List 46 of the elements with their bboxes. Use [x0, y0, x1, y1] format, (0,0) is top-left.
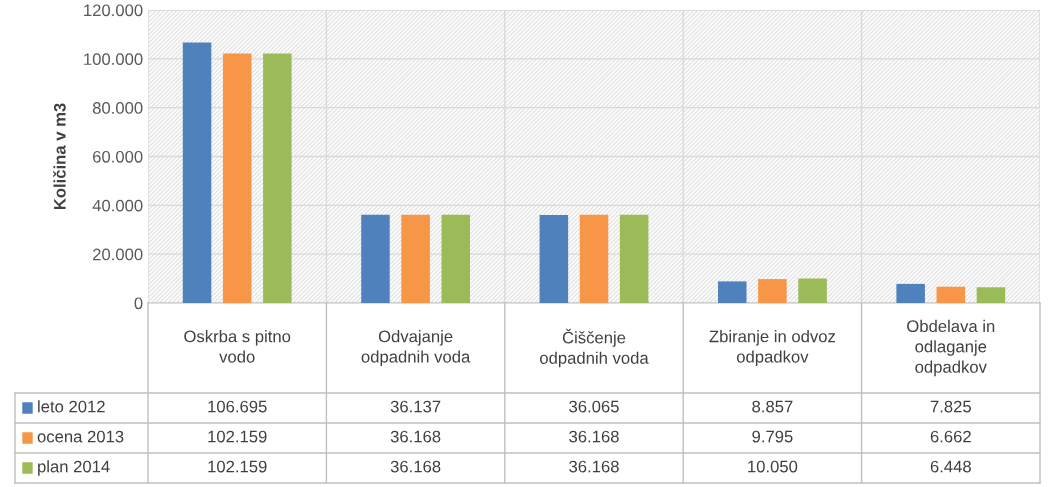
- bar: [896, 283, 925, 303]
- y-tick-label: 60.000: [93, 150, 143, 163]
- data-label: 9.795: [752, 430, 793, 443]
- data-label: 102.159: [208, 430, 267, 443]
- legend-label: ocena 2013: [37, 430, 124, 443]
- y-tick-label: 80.000: [92, 102, 143, 114]
- bar: [222, 53, 252, 303]
- x-tick-label: Obdelava in odlaganje odpadkov: [907, 319, 995, 377]
- bar: [263, 53, 292, 303]
- x-tick-label: Odvajanje odpadnih voda: [361, 330, 471, 366]
- data-label: 36.168: [569, 430, 619, 443]
- data-label: 7.825: [930, 400, 971, 413]
- legend-label: plan 2014: [38, 460, 110, 476]
- y-tick-label: 120.000: [84, 4, 143, 17]
- y-tick-label: 20.000: [93, 248, 143, 261]
- data-label: 36.168: [569, 460, 619, 473]
- x-tick-label: Oskrba s pitno vodo: [184, 330, 291, 363]
- data-label: 6.662: [930, 430, 971, 443]
- data-label: 36.137: [390, 400, 441, 413]
- bar: [361, 214, 390, 303]
- data-label: 10.050: [748, 460, 798, 473]
- y-tick-label: 40.000: [92, 199, 143, 212]
- bar: [579, 214, 609, 303]
- bar: [798, 278, 827, 303]
- data-label: 102.159: [208, 460, 267, 473]
- x-tick-label: Zbiranje in odvoz odpadkov: [709, 330, 836, 366]
- data-label: 36.168: [390, 460, 441, 473]
- bar: [182, 42, 212, 303]
- data-label: 36.168: [390, 430, 441, 443]
- y-tick-label: 100.000: [84, 53, 143, 66]
- data-label: 36.065: [569, 400, 619, 413]
- y-tick-label: 0: [134, 297, 143, 310]
- bar: [717, 281, 747, 303]
- bar: [936, 286, 966, 303]
- bar: [539, 214, 569, 303]
- data-label: 106.695: [208, 400, 267, 413]
- y-axis-title: Količina v m3: [53, 103, 66, 210]
- bar: [401, 214, 430, 303]
- data-label: 8.857: [752, 400, 793, 413]
- bar: [976, 287, 1006, 303]
- data-label: 6.448: [930, 460, 971, 473]
- bar: [619, 214, 649, 303]
- x-tick-label: Čiščenje odpadnih voda: [540, 328, 649, 368]
- bar: [758, 279, 787, 303]
- bar: [441, 214, 471, 303]
- legend-label: leto 2012: [38, 400, 105, 413]
